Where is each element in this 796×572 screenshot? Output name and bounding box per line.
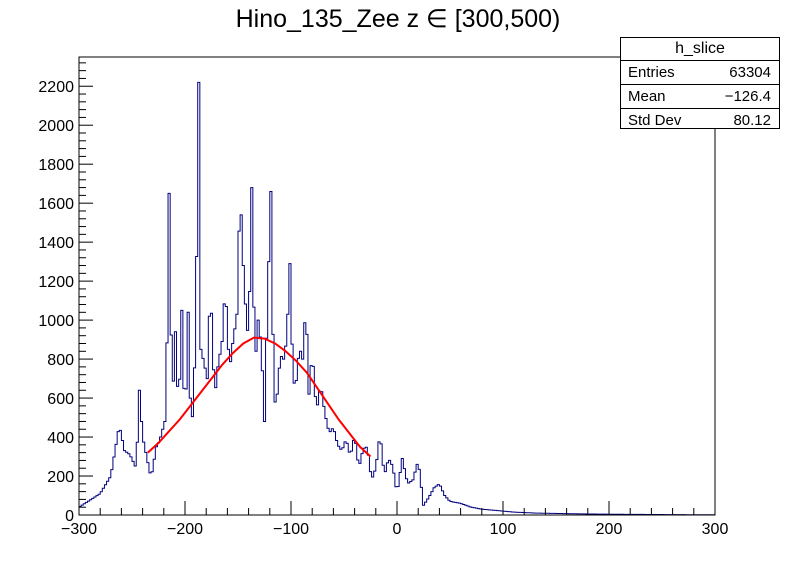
y-tick-label: 2000 bbox=[38, 118, 74, 135]
y-tick-label: 1800 bbox=[38, 157, 74, 174]
stats-row-entries: Entries 63304 bbox=[621, 61, 779, 84]
stats-value: 63304 bbox=[729, 64, 771, 81]
stats-box-title: h_slice bbox=[621, 38, 779, 61]
y-tick-label: 1200 bbox=[38, 274, 74, 291]
stats-box: h_slice Entries 63304 Mean −126.4 Std De… bbox=[620, 37, 780, 129]
stats-label: Std Dev bbox=[628, 112, 682, 129]
y-tick-label: 200 bbox=[47, 469, 74, 486]
stats-value: 80.12 bbox=[733, 112, 771, 129]
x-tick-label: 0 bbox=[393, 521, 402, 538]
chart-title: Hino_135_Zee z ∈ [300,500) bbox=[235, 5, 561, 33]
y-tick-label: 600 bbox=[47, 391, 74, 408]
y-tick-label: 800 bbox=[47, 352, 74, 369]
y-tick-label: 1000 bbox=[38, 313, 74, 330]
y-tick-label: 1400 bbox=[38, 235, 74, 252]
x-tick-label: −300 bbox=[61, 521, 97, 538]
stats-label: Entries bbox=[628, 64, 675, 81]
histogram-series bbox=[79, 81, 715, 516]
stats-row-mean: Mean −126.4 bbox=[621, 84, 779, 108]
x-tick-label: 100 bbox=[490, 521, 517, 538]
x-tick-label: −100 bbox=[273, 521, 309, 538]
stats-row-stddev: Std Dev 80.12 bbox=[621, 108, 779, 132]
y-tick-label: 0 bbox=[65, 508, 74, 525]
y-tick-label: 400 bbox=[47, 430, 74, 447]
stats-label: Mean bbox=[628, 88, 666, 105]
fit-curve bbox=[147, 336, 372, 458]
y-tick-label: 1600 bbox=[38, 196, 74, 213]
x-tick-label: −200 bbox=[167, 521, 203, 538]
y-tick-label: 2200 bbox=[38, 79, 74, 96]
stats-value: −126.4 bbox=[724, 88, 771, 105]
x-tick-label: 300 bbox=[702, 521, 729, 538]
x-tick-label: 200 bbox=[596, 521, 623, 538]
